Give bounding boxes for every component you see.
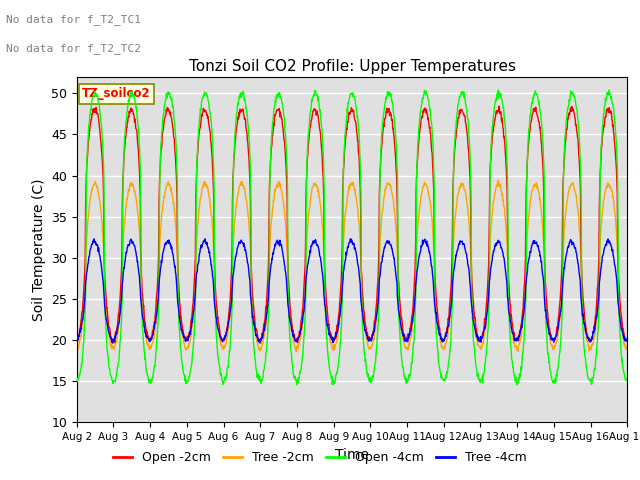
X-axis label: Time: Time [335,448,369,462]
Text: No data for f_T2_TC1: No data for f_T2_TC1 [6,14,141,25]
Text: TZ_soilco2: TZ_soilco2 [83,87,151,100]
Title: Tonzi Soil CO2 Profile: Upper Temperatures: Tonzi Soil CO2 Profile: Upper Temperatur… [189,59,515,74]
Legend: Open -2cm, Tree -2cm, Open -4cm, Tree -4cm: Open -2cm, Tree -2cm, Open -4cm, Tree -4… [108,446,532,469]
Y-axis label: Soil Temperature (C): Soil Temperature (C) [31,179,45,321]
Text: No data for f_T2_TC2: No data for f_T2_TC2 [6,43,141,54]
